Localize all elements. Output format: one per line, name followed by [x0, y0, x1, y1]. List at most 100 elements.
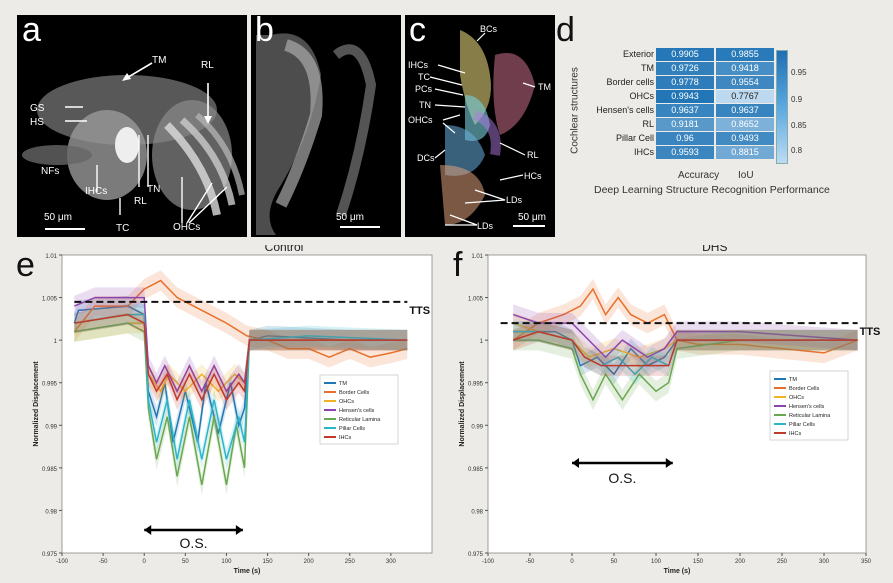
panel-a-arrows — [45, 62, 228, 230]
y-axis-label: Normalized Displacement — [459, 361, 466, 447]
heatmap-cell-iou: 0.9855 — [716, 48, 774, 61]
os-arrow-head-right — [665, 458, 673, 468]
label-c-lds1: LDs — [506, 195, 523, 205]
label-c-tn: TN — [419, 100, 431, 110]
scalebar-b — [340, 226, 380, 228]
label-c-rl: RL — [527, 150, 539, 160]
series-band — [74, 312, 408, 496]
x-tick-label: 100 — [221, 559, 232, 565]
tts-label: TTS — [860, 326, 881, 338]
panel-a-micrograph — [22, 75, 245, 216]
heatmap-row: IHCs 0.9593 0.8815 — [600, 146, 780, 159]
panel-e-letter: e — [16, 246, 35, 284]
x-tick-label: 300 — [819, 559, 830, 565]
y-tick-label: 0.995 — [468, 382, 484, 388]
legend-label: Border Cells — [339, 390, 370, 396]
label-c-pcs: PCs — [415, 84, 433, 94]
x-axis-label: Time (s) — [234, 568, 261, 575]
x-tick-label: 50 — [182, 559, 189, 565]
legend-label: Pillar Cells — [339, 426, 365, 432]
heatmap-cell-iou: 0.9554 — [716, 76, 774, 89]
y-axis-label: Normalized Displacement — [33, 361, 40, 447]
legend-label: Border Cells — [789, 386, 820, 392]
heatmap-row-label: RL — [642, 119, 654, 129]
series-band — [513, 321, 858, 385]
heatmap-row: TM 0.9726 0.9418 — [600, 62, 780, 75]
y-tick-label: 0.98 — [471, 509, 483, 515]
heatmap-row-label: Hensen's cells — [596, 105, 654, 115]
label-c-ihcs: IHCs — [408, 60, 428, 70]
label-tm: TM — [152, 55, 167, 66]
panel-c-letter: c — [409, 11, 426, 49]
heatmap-row-label: Border cells — [606, 77, 654, 87]
os-label: O.S. — [608, 470, 636, 486]
label-c-ohcs: OHCs — [408, 115, 433, 125]
tts-label: TTS — [409, 305, 430, 317]
label-nfs: NFs — [41, 166, 60, 177]
chart-control: 1.01 1.005 1 0.995 0.99 0.985 0.98 0.975-100 -50… — [33, 245, 433, 575]
x-tick-label: 100 — [651, 559, 662, 565]
label-ohcs: OHCs — [173, 222, 201, 233]
heatmap-col-accuracy: Accuracy — [678, 170, 720, 181]
y-tick-label: 1.01 — [45, 254, 57, 260]
label-rl2: RL — [134, 196, 147, 207]
colorbar-tick-1: 0.9 — [791, 95, 803, 104]
os-arrow-head-right — [235, 525, 243, 535]
heatmap-row: Exterior 0.9905 0.9855 — [600, 48, 780, 61]
series-band — [513, 278, 858, 364]
legend-label: OHCs — [789, 395, 804, 401]
heatmap-row-label: Pillar Cell — [615, 133, 654, 143]
heatmap-cell-accuracy: 0.9637 — [656, 104, 714, 117]
y-tick-label: 0.985 — [42, 467, 58, 473]
x-tick-label: -50 — [99, 559, 108, 565]
legend-label: TM — [339, 381, 347, 387]
heatmap-row-label: OHCs — [629, 91, 655, 101]
x-tick-label: -50 — [526, 559, 535, 565]
x-tick-label: 200 — [304, 559, 315, 565]
heatmap-row: RL 0.9181 0.8652 — [600, 118, 780, 131]
y-tick-label: 1.005 — [468, 297, 484, 303]
scalebar-b-label: 50 μm — [336, 212, 364, 223]
panel-a-letter: a — [22, 11, 41, 49]
x-tick-label: 50 — [611, 559, 618, 565]
heatmap-cell-accuracy: 0.9593 — [656, 146, 714, 159]
panel-d-letter: d — [556, 11, 575, 49]
y-tick-label: 1 — [480, 339, 484, 345]
label-c-tc: TC — [418, 72, 430, 82]
heatmap-cell-iou: 0.9637 — [716, 104, 774, 117]
colorbar — [776, 50, 788, 164]
panel-a-image — [17, 15, 247, 237]
x-axis-label: Time (s) — [664, 568, 691, 575]
heatmap-cell-accuracy: 0.9905 — [656, 48, 714, 61]
legend-label: Hensen's cells — [789, 404, 825, 410]
y-tick-label: 0.975 — [42, 552, 58, 558]
label-rl: RL — [201, 60, 214, 71]
series-line — [73, 279, 408, 358]
heatmap-cell-iou: 0.9418 — [716, 62, 774, 75]
series-band — [74, 287, 408, 402]
series-line — [513, 339, 858, 402]
heatmap-row-label: IHCs — [634, 147, 654, 157]
chart-dhs: 1.01 1.005 1 0.995 0.99 0.985 0.98 0.975-100 -50… — [459, 245, 881, 575]
x-tick-label: 300 — [386, 559, 397, 565]
label-c-dcs: DCs — [417, 153, 435, 163]
panel-b-micrograph — [256, 33, 377, 235]
heatmap-row: Border cells 0.9778 0.9554 — [600, 76, 780, 89]
heatmap-cell-accuracy: 0.9778 — [656, 76, 714, 89]
label-c-bcs: BCs — [480, 24, 498, 34]
label-tn: TN — [147, 184, 161, 195]
y-tick-label: 0.975 — [468, 552, 484, 558]
os-label: O.S. — [180, 535, 208, 551]
x-tick-label: 150 — [693, 559, 704, 565]
y-tick-label: 0.985 — [468, 467, 484, 473]
series-line — [512, 287, 858, 354]
label-ihcs: IHCs — [85, 186, 108, 197]
series-line — [74, 313, 408, 402]
y-tick-label: 0.99 — [471, 424, 483, 430]
series-band — [74, 270, 408, 368]
y-tick-label: 0.99 — [45, 424, 57, 430]
x-tick-label: 150 — [263, 559, 274, 565]
series-band — [513, 329, 858, 410]
series-band — [74, 304, 408, 410]
chart-title: Control — [265, 245, 304, 254]
